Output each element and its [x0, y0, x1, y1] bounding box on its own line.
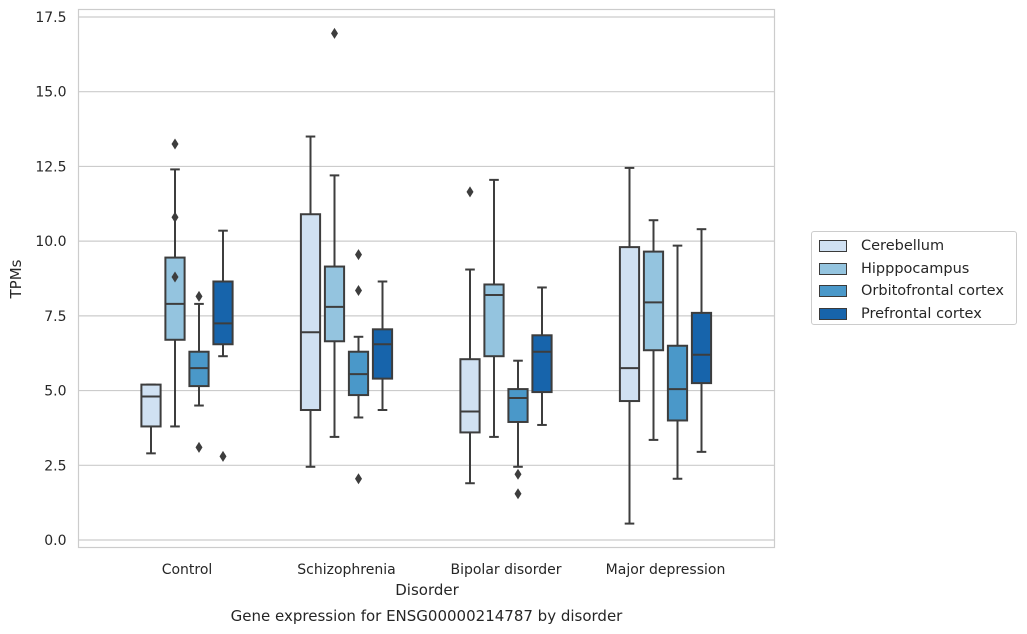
y-tick-label: 15.0	[35, 85, 66, 101]
box	[299, 213, 322, 412]
x-tick-label: Bipolar disorder	[450, 562, 561, 578]
legend-item: Cerebellum	[819, 235, 1016, 258]
outlier-point	[355, 473, 362, 485]
box	[212, 280, 234, 346]
legend-swatch	[819, 240, 847, 253]
series-cerebellum	[140, 135, 641, 525]
y-axis-label: TPMs	[7, 259, 25, 299]
y-tick-label: 7.5	[44, 309, 66, 325]
box	[483, 283, 505, 358]
outlier-point	[331, 27, 338, 39]
box	[323, 265, 346, 343]
outlier-point	[355, 284, 362, 296]
legend-label: Prefrontal cortex	[861, 305, 982, 322]
outlier-point	[466, 186, 474, 198]
box	[531, 334, 553, 394]
legend-item: Prefrontal cortex	[819, 303, 1016, 326]
box	[642, 250, 665, 352]
legend: Cerebellum Hipppocampus Orbitofrontal cort…	[811, 231, 1017, 325]
box-series	[140, 27, 713, 525]
box	[164, 256, 186, 341]
x-tick-labels: Control Schizophrenia Bipolar disorder Majo…	[162, 562, 726, 578]
y-tick-label: 0.0	[44, 533, 66, 549]
plot-frame	[77, 8, 776, 549]
chart-caption: Gene expression for ENSG00000214787 by d…	[230, 607, 623, 625]
box	[690, 311, 713, 385]
box	[507, 388, 529, 423]
outlier-point	[195, 441, 203, 453]
outlier-point	[171, 271, 179, 283]
y-tick-labels: 0.0 2.5 5.0 7.5 10.0 12.5 15.0 17.5	[35, 10, 66, 549]
legend-item: Hipppocampus	[819, 258, 1016, 281]
box	[666, 344, 689, 422]
y-tick-label: 10.0	[35, 234, 66, 250]
box	[140, 383, 162, 428]
legend-swatch	[819, 285, 847, 298]
outlier-point	[514, 468, 522, 480]
outlier-point	[355, 249, 362, 261]
y-tick-label: 5.0	[44, 384, 66, 400]
box	[459, 358, 481, 434]
legend-label: Cerebellum	[861, 238, 945, 255]
x-tick-label: Major depression	[606, 562, 726, 578]
legend-swatch	[819, 307, 847, 320]
box	[618, 246, 641, 403]
outlier-point	[195, 290, 203, 302]
y-tick-label: 17.5	[35, 10, 66, 26]
series-hipppocampus	[164, 27, 665, 441]
outlier-point	[219, 450, 227, 462]
legend-swatch	[819, 262, 847, 275]
outlier-point	[171, 138, 179, 150]
series-prefrontal-cortex	[212, 228, 713, 462]
legend-label: Orbitofrontal cortex	[861, 283, 1004, 300]
x-axis-label: Disorder	[395, 581, 459, 599]
x-tick-label: Control	[162, 562, 213, 578]
gridlines	[78, 16, 775, 541]
legend-label: Hipppocampus	[861, 260, 970, 277]
x-tick-label: Schizophrenia	[297, 562, 395, 578]
box	[371, 328, 394, 380]
outlier-point	[171, 211, 179, 223]
series-orbitofrontal-cortex	[188, 244, 689, 500]
y-tick-label: 2.5	[44, 458, 66, 474]
outlier-point	[514, 488, 522, 500]
legend-item: Orbitofrontal cortex	[819, 280, 1016, 303]
y-tick-label: 12.5	[35, 159, 66, 175]
